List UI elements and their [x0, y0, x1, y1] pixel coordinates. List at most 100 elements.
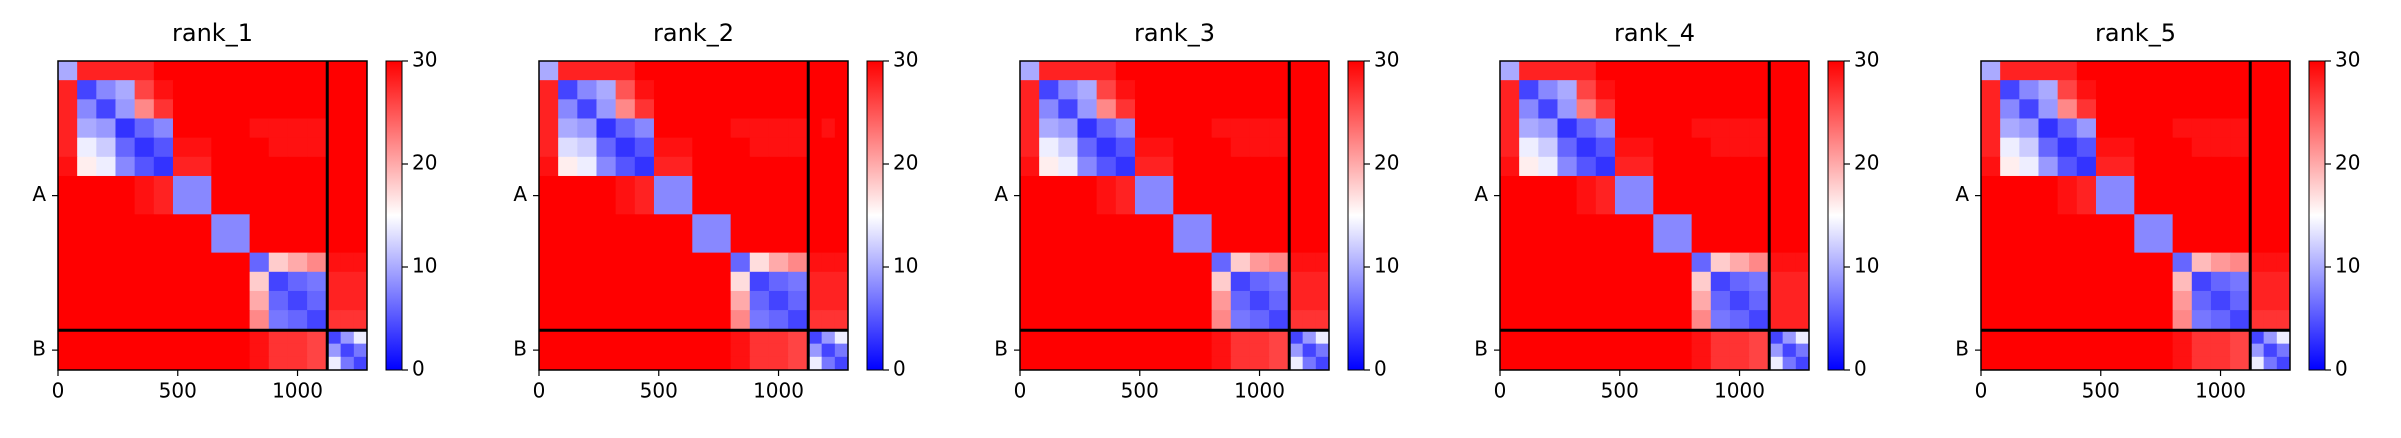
heatmap-cell: [1077, 80, 1098, 100]
heatmap-cell: [596, 271, 617, 292]
heatmap-cell: [1020, 290, 1040, 311]
heatmap-cell: [768, 214, 789, 254]
heatmap-cell: [1302, 356, 1317, 371]
heatmap-cell: [2095, 61, 2135, 81]
heatmap-cell: [2000, 330, 2020, 345]
heatmap-cell: [788, 356, 809, 371]
heatmap-cell: [539, 118, 559, 139]
heatmap-cell: [1289, 343, 1304, 358]
heatmap-cell: [2172, 156, 2193, 177]
chart-title: rank_2: [653, 19, 734, 47]
heatmap-cell: [577, 252, 597, 273]
y-tick-label: A: [1955, 182, 1969, 206]
heatmap-cell: [615, 175, 636, 215]
heatmap-cell: [2000, 156, 2020, 177]
heatmap-cell: [1710, 118, 1731, 139]
heatmap-cell: [307, 61, 328, 81]
heatmap-cell: [327, 290, 342, 311]
heatmap-cell: [1315, 61, 1330, 81]
heatmap-cell: [2057, 175, 2078, 215]
heatmap-cell: [249, 61, 270, 81]
heatmap-cell: [1211, 175, 1232, 215]
heatmap-cell: [2134, 214, 2174, 254]
heatmap-cell: [2057, 343, 2078, 358]
heatmap-cell: [1691, 156, 1712, 177]
heatmap-cell: [1519, 252, 1539, 273]
heatmap-cell: [596, 175, 617, 215]
heatmap-cell: [749, 99, 770, 119]
heatmap-cell: [2038, 156, 2059, 177]
heatmap-cell: [1249, 80, 1270, 100]
heatmap-cell: [2230, 175, 2251, 215]
colorbar-tick-label: 0: [2335, 357, 2348, 381]
chart-title: rank_5: [2095, 19, 2176, 47]
heatmap-cell: [1710, 214, 1731, 254]
heatmap-cell: [1519, 137, 1539, 158]
heatmap-cell: [340, 99, 355, 119]
heatmap-cell: [96, 61, 116, 81]
heatmap-cell: [1211, 137, 1232, 158]
x-tick-label: 500: [2082, 379, 2120, 403]
colorbar-tick-label: 10: [412, 254, 437, 278]
heatmap-cell: [2210, 356, 2231, 371]
heatmap-cell: [577, 356, 597, 371]
heatmap-cell: [2230, 252, 2251, 273]
heatmap-cell: [2250, 175, 2265, 215]
heatmap-cell: [1749, 156, 1770, 177]
heatmap-cell: [1249, 156, 1270, 177]
heatmap-cell: [1576, 290, 1597, 311]
heatmap-cell: [115, 356, 136, 371]
heatmap-cell: [558, 271, 578, 292]
heatmap-cell: [768, 99, 789, 119]
heatmap-cell: [1538, 80, 1558, 100]
heatmap-cell: [834, 99, 849, 119]
heatmap-cell: [1302, 175, 1317, 215]
heatmap-cell: [327, 156, 342, 177]
heatmap-cell: [1769, 343, 1784, 358]
heatmap-cell: [2095, 343, 2135, 358]
heatmap-cell: [1039, 356, 1059, 371]
heatmap-cell: [77, 290, 97, 311]
heatmap-cell: [2000, 137, 2020, 158]
heatmap-cell: [834, 310, 849, 331]
heatmap-cell: [2019, 214, 2039, 254]
heatmap-cell: [1653, 310, 1693, 331]
heatmap-cell: [821, 80, 836, 100]
heatmap-cell: [1595, 156, 1616, 177]
heatmap-cell: [1981, 310, 2001, 331]
heatmap-cell: [2210, 310, 2231, 331]
heatmap-cell: [2250, 137, 2265, 158]
heatmap-cell: [1077, 175, 1098, 215]
heatmap-cell: [134, 330, 155, 345]
heatmap-cell: [353, 290, 368, 311]
heatmap-cell: [692, 356, 732, 371]
heatmap-cell: [539, 137, 559, 158]
heatmap-cell: [692, 290, 732, 311]
x-tick-label: 1000: [1714, 379, 1765, 403]
heatmap-cell: [1576, 61, 1597, 81]
heatmap-cell: [834, 290, 849, 311]
heatmap-cell: [1058, 156, 1078, 177]
heatmap-cell: [1769, 290, 1784, 311]
heatmap-cell: [268, 330, 289, 345]
heatmap-cell: [1981, 271, 2001, 292]
heatmap-cell: [1795, 118, 1810, 139]
heatmap-cell: [1020, 271, 1040, 292]
heatmap-cell: [211, 356, 251, 371]
heatmap-cell: [692, 137, 732, 158]
heatmap-cell: [2276, 271, 2291, 292]
heatmap-cell: [58, 99, 78, 119]
heatmap-cell: [1315, 175, 1330, 215]
colorbar-tick-label: 0: [412, 357, 425, 381]
heatmap-cell: [2095, 80, 2135, 100]
heatmap-cell: [1557, 80, 1578, 100]
heatmap-cell: [2191, 310, 2212, 331]
heatmap-cell: [2038, 356, 2059, 371]
heatmap-cell: [1782, 175, 1797, 215]
heatmap-cell: [596, 118, 617, 139]
heatmap-cell: [1249, 356, 1270, 371]
heatmap-cell: [2230, 156, 2251, 177]
heatmap-cell: [2076, 99, 2097, 119]
heatmap-cell: [153, 252, 174, 273]
heatmap-cell: [2076, 343, 2097, 358]
